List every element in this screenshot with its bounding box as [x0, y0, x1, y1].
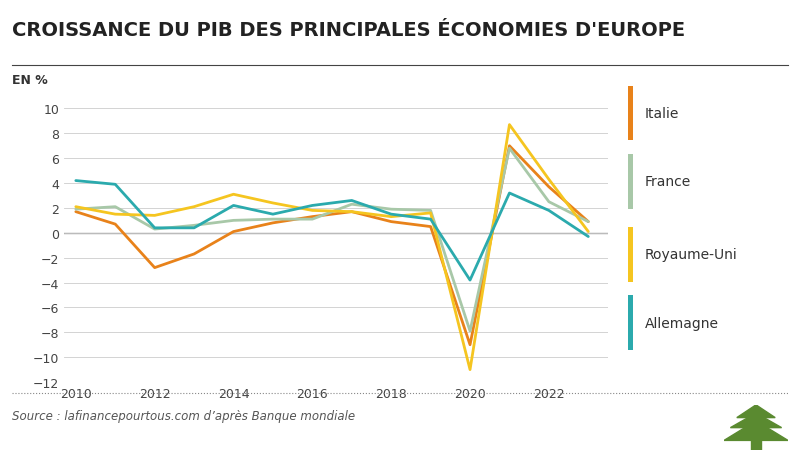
Text: Source : lafinancepourtous.com d’après Banque mondiale: Source : lafinancepourtous.com d’après B…	[12, 410, 355, 423]
Text: Royaume-Uni: Royaume-Uni	[645, 248, 738, 262]
Text: Allemagne: Allemagne	[645, 316, 719, 330]
Text: EN %: EN %	[12, 74, 48, 87]
Bar	[751, 439, 761, 450]
Text: France: France	[645, 175, 691, 189]
Text: Italie: Italie	[645, 107, 679, 121]
Polygon shape	[737, 405, 775, 418]
Polygon shape	[730, 413, 782, 428]
Polygon shape	[724, 421, 788, 440]
Text: CROISSANCE DU PIB DES PRINCIPALES ÉCONOMIES D'EUROPE: CROISSANCE DU PIB DES PRINCIPALES ÉCONOM…	[12, 20, 685, 40]
